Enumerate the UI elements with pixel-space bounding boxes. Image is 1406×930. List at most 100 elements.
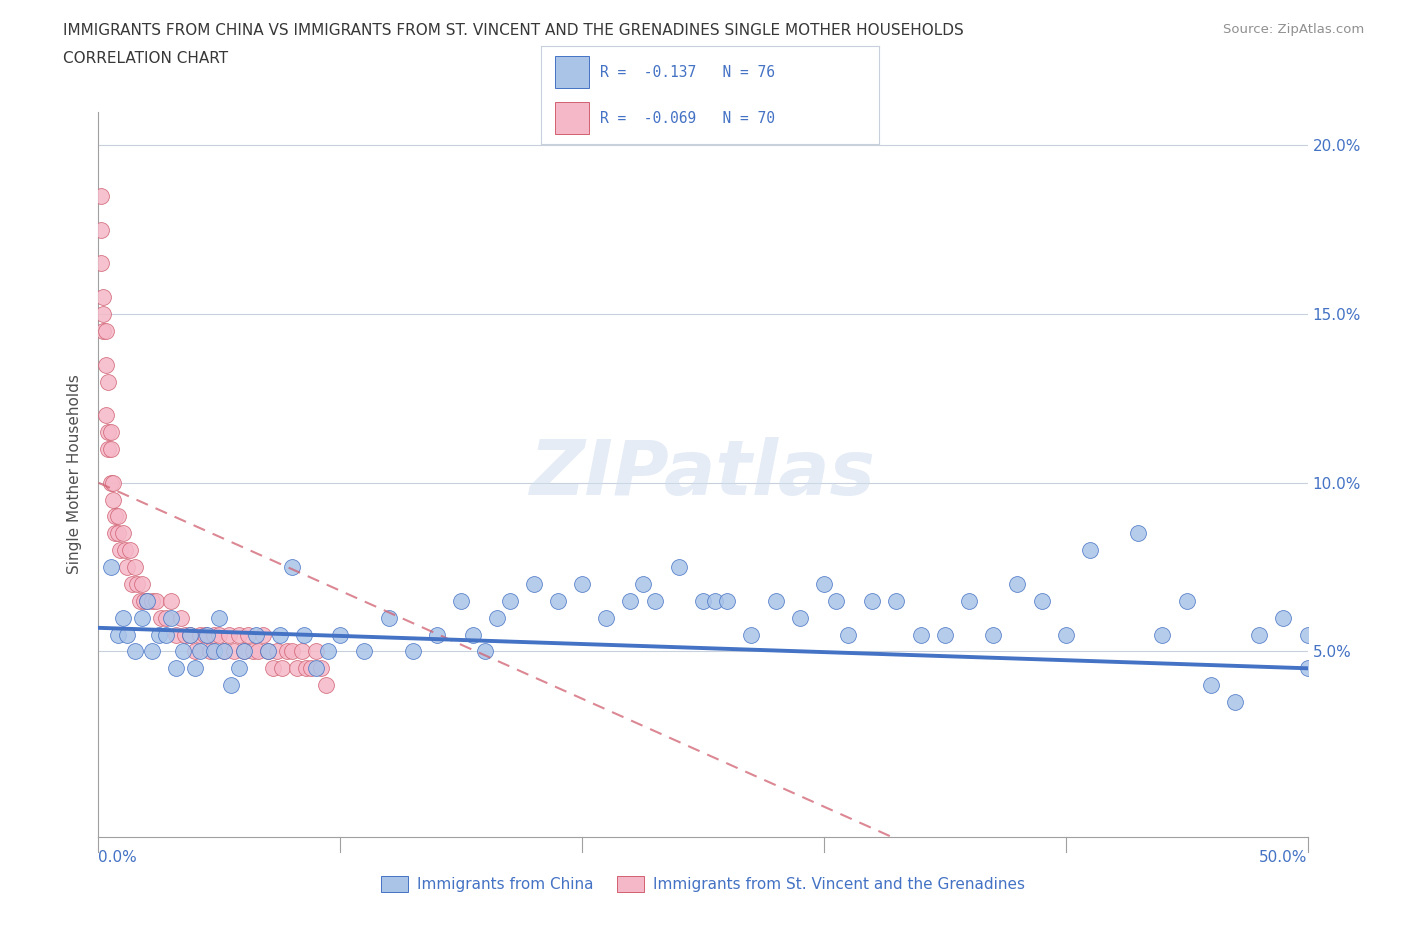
Point [228, 661, 250, 676]
Point [117, 560, 139, 575]
Point [97, 442, 120, 457]
Point [704, 593, 727, 608]
Bar [555, 56, 589, 88]
Point [104, 525, 127, 540]
Point [100, 425, 122, 440]
Text: R =  -0.137   N = 76: R = -0.137 N = 76 [600, 65, 775, 80]
Point [208, 627, 231, 642]
Text: IMMIGRANTS FROM CHINA VS IMMIGRANTS FROM ST. VINCENT AND THE GRENADINES SINGLE M: IMMIGRANTS FROM CHINA VS IMMIGRANTS FROM… [63, 23, 965, 38]
Point [124, 560, 146, 575]
Point [174, 627, 197, 642]
Point [957, 593, 980, 608]
Point [299, 661, 322, 676]
Point [463, 627, 485, 642]
Point [97, 374, 120, 389]
Point [117, 627, 139, 642]
Point [212, 644, 235, 658]
Point [135, 593, 157, 608]
Point [94, 324, 117, 339]
Point [886, 593, 908, 608]
Point [252, 627, 274, 642]
Point [934, 627, 956, 642]
Point [262, 661, 284, 676]
Point [281, 560, 304, 575]
Point [271, 661, 294, 676]
Point [101, 475, 124, 490]
Point [377, 610, 399, 625]
Point [1007, 577, 1029, 591]
Point [131, 610, 153, 625]
Point [292, 627, 315, 642]
Point [245, 627, 267, 642]
Point [426, 627, 449, 642]
Point [910, 627, 932, 642]
Point [131, 577, 153, 591]
Point [789, 610, 811, 625]
Point [1152, 627, 1174, 642]
Point [837, 627, 859, 642]
Point [108, 543, 131, 558]
Point [305, 644, 328, 658]
Point [111, 610, 134, 625]
Point [101, 492, 124, 507]
Point [91, 324, 114, 339]
Point [169, 610, 191, 625]
Point [825, 593, 848, 608]
Point [94, 357, 117, 372]
Point [184, 661, 207, 676]
Point [450, 593, 472, 608]
Point [1054, 627, 1077, 642]
Point [276, 644, 298, 658]
Text: CORRELATION CHART: CORRELATION CHART [63, 51, 228, 66]
Point [107, 509, 129, 524]
Point [281, 644, 304, 658]
Point [222, 644, 245, 658]
Point [315, 678, 337, 693]
Point [402, 644, 425, 658]
Point [100, 560, 122, 575]
Bar [555, 102, 589, 135]
Point [247, 644, 270, 658]
Point [148, 627, 170, 642]
Point [571, 577, 593, 591]
Point [290, 644, 312, 658]
Point [1223, 695, 1246, 710]
Point [238, 627, 260, 642]
Point [124, 644, 146, 658]
Point [498, 593, 520, 608]
Point [644, 593, 666, 608]
Point [134, 593, 156, 608]
Text: 0.0%: 0.0% [98, 850, 138, 865]
Point [212, 644, 235, 658]
Point [165, 627, 187, 642]
Point [221, 678, 243, 693]
Point [208, 610, 231, 625]
Point [172, 644, 194, 658]
Point [90, 189, 112, 204]
Point [631, 577, 654, 591]
Point [1296, 661, 1319, 676]
Point [165, 661, 187, 676]
Point [155, 610, 177, 625]
Point [160, 610, 183, 625]
Point [716, 593, 738, 608]
Point [179, 627, 201, 642]
Point [547, 593, 569, 608]
Point [232, 644, 254, 658]
Point [1078, 543, 1101, 558]
Point [523, 577, 546, 591]
Point [981, 627, 1004, 642]
Y-axis label: Single Mother Households: Single Mother Households [67, 375, 83, 574]
Point [127, 577, 149, 591]
Point [232, 644, 254, 658]
Text: 50.0%: 50.0% [1260, 850, 1308, 865]
Point [198, 644, 221, 658]
Point [141, 644, 163, 658]
Point [692, 593, 714, 608]
Point [94, 408, 117, 423]
Point [121, 577, 143, 591]
Point [256, 644, 278, 658]
Point [1128, 525, 1150, 540]
Point [204, 644, 226, 658]
Point [100, 442, 122, 457]
